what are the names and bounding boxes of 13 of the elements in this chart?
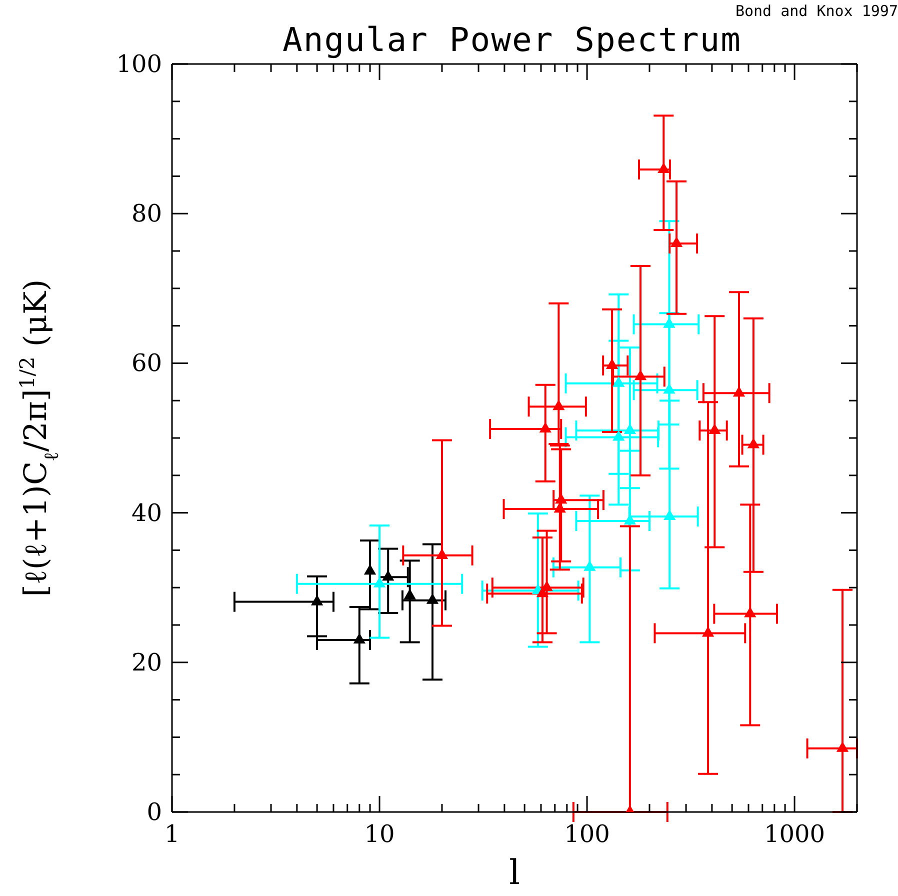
x-tick-label: 10 — [364, 820, 395, 848]
x-tick-label: 1 — [164, 820, 180, 848]
x-tick-label: 100 — [564, 820, 610, 848]
y-tick-label: 40 — [131, 498, 162, 527]
y-tick-label: 100 — [116, 50, 162, 78]
y-tick-label: 80 — [131, 200, 162, 228]
x-tick-label: 1000 — [764, 820, 826, 848]
text: Bond and Knox 1997 — [735, 2, 898, 20]
y-tick-label: 20 — [131, 648, 162, 676]
y-tick-label: 60 — [131, 349, 162, 378]
y-tick-label: 0 — [146, 798, 162, 826]
chart-title: Angular Power Spectrum — [281, 20, 743, 59]
x-axis-title: l — [509, 853, 520, 893]
